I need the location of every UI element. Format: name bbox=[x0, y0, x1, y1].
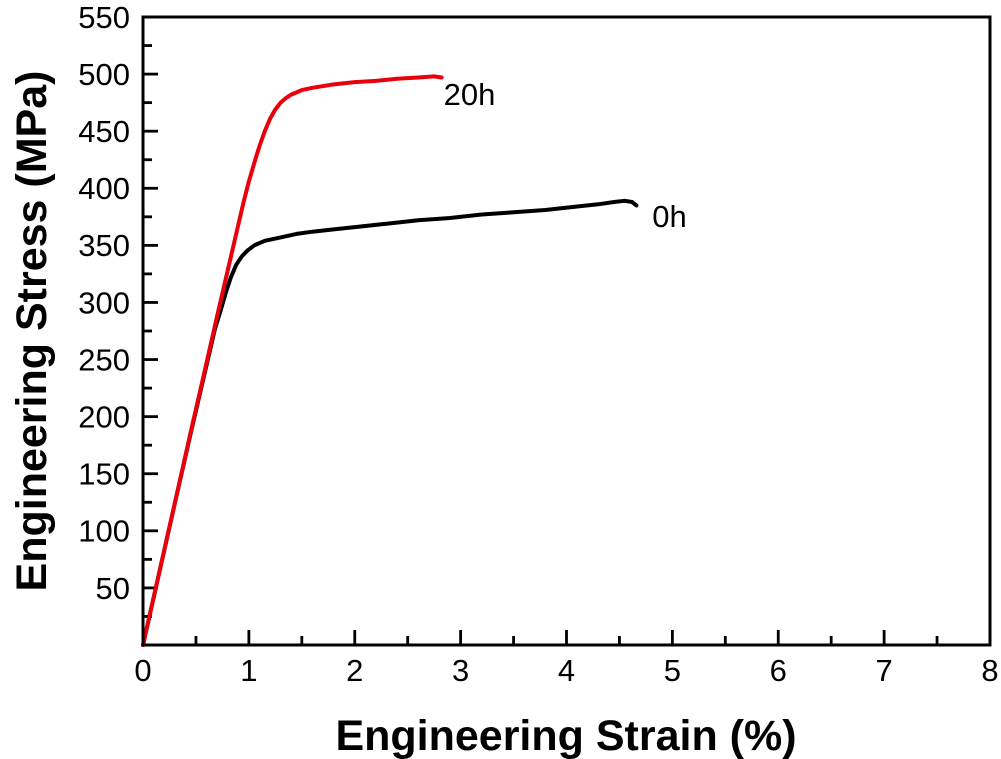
y-tick-label: 400 bbox=[78, 171, 130, 206]
x-tick-label: 2 bbox=[346, 653, 363, 688]
x-tick-label: 5 bbox=[664, 653, 681, 688]
y-tick-label: 150 bbox=[78, 457, 130, 492]
curves bbox=[141, 74, 639, 647]
y-tick-label: 500 bbox=[78, 57, 130, 92]
y-tick-label: 350 bbox=[78, 228, 130, 263]
curve-20h bbox=[141, 74, 444, 647]
x-tick-label: 0 bbox=[134, 653, 151, 688]
x-tick-label: 1 bbox=[240, 653, 257, 688]
curve-0h bbox=[141, 198, 639, 647]
axis-ticks bbox=[141, 15, 992, 645]
y-tick-label: 100 bbox=[78, 514, 130, 549]
curve-labels: 0h 20h bbox=[444, 77, 687, 234]
curve-label-20h: 20h bbox=[444, 77, 496, 112]
x-tick-label: 8 bbox=[981, 653, 998, 688]
y-tick-label: 250 bbox=[78, 342, 130, 377]
x-axis-title: Engineering Strain (%) bbox=[335, 712, 796, 759]
y-axis-title: Engineering Stress (MPa) bbox=[8, 71, 56, 592]
axis-tick-labels: 0 1 2 3 4 5 6 7 8 50 100 150 200 250 300 350 400 450 500 55… bbox=[78, 0, 998, 688]
y-tick-label: 50 bbox=[96, 571, 130, 606]
y-tick-label: 550 bbox=[78, 0, 130, 35]
x-tick-label: 4 bbox=[558, 653, 575, 688]
y-tick-label: 450 bbox=[78, 114, 130, 149]
y-tick-label: 200 bbox=[78, 399, 130, 434]
plot-frame bbox=[141, 15, 992, 647]
x-tick-label: 6 bbox=[770, 653, 787, 688]
y-tick-label: 300 bbox=[78, 285, 130, 320]
curve-label-0h: 0h bbox=[652, 199, 686, 234]
x-tick-label: 3 bbox=[452, 653, 469, 688]
x-tick-label: 7 bbox=[876, 653, 893, 688]
